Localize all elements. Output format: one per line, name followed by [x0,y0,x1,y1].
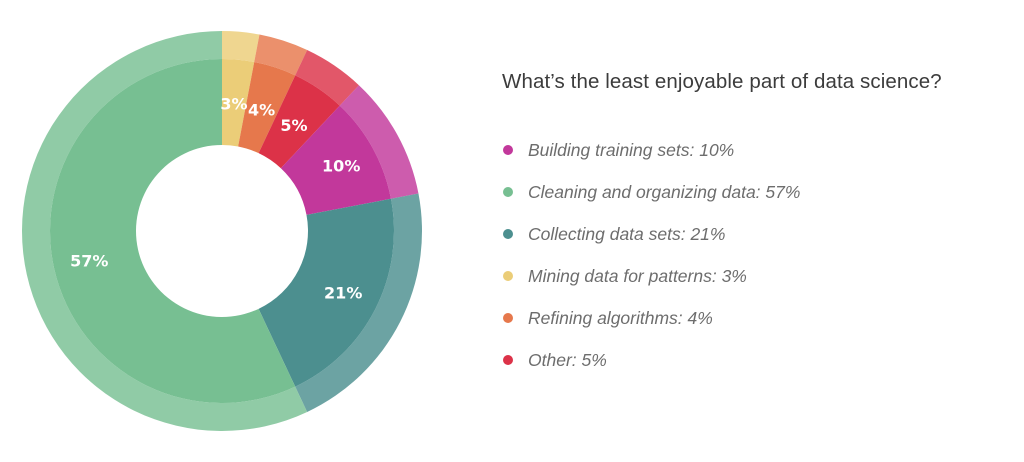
chart-legend: Building training sets: 10% Cleaning and … [503,129,800,381]
legend-item: Mining data for patterns: 3% [503,255,800,297]
chart-title: What’s the least enjoyable part of data … [502,70,942,93]
legend-swatch [503,313,513,323]
legend-label: Building training sets: 10% [528,139,735,160]
slice-data-label: 57% [70,252,108,271]
legend-label: Other: 5% [528,349,607,370]
legend-label: Mining data for patterns: 3% [528,265,747,286]
legend-label: Cleaning and organizing data: 57% [528,181,801,202]
legend-swatch [503,355,513,365]
legend-item: Refining algorithms: 4% [503,297,800,339]
slice-refining-algorithms [238,62,296,154]
legend-item: Building training sets: 10% [503,129,800,171]
donut-chart: 3% 4% 5% 10% 21% 57% [21,31,423,431]
legend-item: Collecting data sets: 21% [503,213,800,255]
slice-outer-refining-algorithms [254,34,308,76]
slice-outer-mining-data-for-patterns [222,31,260,63]
legend-swatch [503,271,513,281]
slice-data-label: 4% [248,100,275,119]
slice-data-label: 10% [322,157,360,176]
slice-data-label: 21% [324,284,362,303]
slice-data-label: 3% [220,95,247,114]
legend-item: Cleaning and organizing data: 57% [503,171,800,213]
slice-mining-data-for-patterns [222,59,255,147]
legend-item: Other: 5% [503,339,800,381]
legend-swatch [503,187,513,197]
slice-outer-collecting-data-sets [295,193,423,412]
slice-collecting-data-sets [258,198,394,387]
slice-cleaning-and-organizing-data [49,59,296,403]
slice-outer-other [295,50,359,106]
slice-other [258,75,340,169]
legend-label: Collecting data sets: 21% [528,223,726,244]
slice-data-label: 5% [280,116,307,135]
legend-swatch [503,145,513,155]
slice-building-training-sets [280,105,391,215]
slice-outer-building-training-sets [339,85,419,199]
legend-label: Refining algorithms: 4% [528,307,713,328]
legend-swatch [503,229,513,239]
